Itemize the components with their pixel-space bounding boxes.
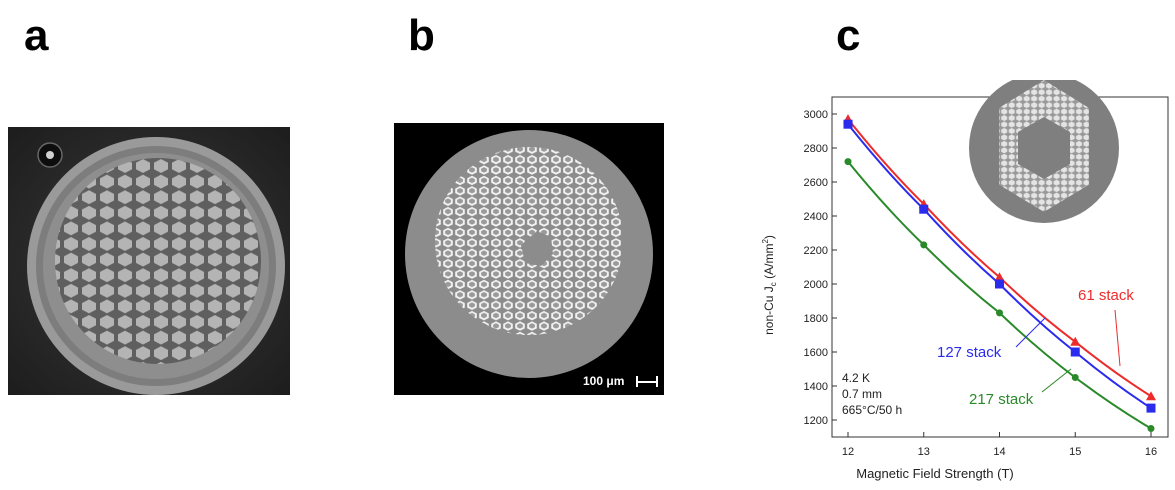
series-217-stack — [844, 158, 1155, 432]
data-point — [995, 279, 1004, 289]
series-layer: 61 stack 127 stack 217 stack — [843, 114, 1156, 432]
series-127-stack — [843, 119, 1156, 413]
micrograph-a — [8, 127, 290, 395]
annotation-temperature: 4.2 K — [842, 371, 870, 385]
y-tick-label: 2200 — [804, 245, 828, 257]
series-label: 61 stack — [1078, 287, 1134, 304]
data-point — [843, 119, 853, 129]
series-label-pointer — [1114, 309, 1121, 367]
data-point — [994, 272, 1005, 282]
panel-label-c: c — [836, 11, 861, 60]
y-tick-label: 1400 — [804, 381, 828, 393]
x-tick-label: 15 — [1069, 446, 1081, 458]
data-point — [996, 309, 1003, 317]
inset-micrograph — [969, 80, 1119, 223]
y-tick-label: 2000 — [804, 279, 828, 291]
data-point — [1070, 347, 1080, 357]
y-tick-label: 2600 — [804, 177, 828, 189]
data-point — [1146, 391, 1156, 401]
panel-label-b: b — [408, 11, 435, 60]
x-tick-label: 14 — [993, 446, 1005, 458]
panel-label-a: a — [24, 11, 49, 60]
y-tick-label: 1800 — [804, 313, 828, 325]
data-point — [844, 158, 852, 166]
data-point — [1147, 425, 1155, 432]
annotation-diameter: 0.7 mm — [842, 387, 882, 401]
data-point — [1146, 403, 1156, 413]
condition-annotations: 4.2 K 0.7 mm 665°C/50 h — [842, 371, 902, 417]
data-point — [1070, 336, 1081, 346]
y-tick-label: 2400 — [804, 211, 828, 223]
data-point — [919, 204, 929, 214]
x-axis: 12 13 14 15 16 — [842, 432, 1157, 458]
micrograph-b: 100 μm — [394, 123, 664, 395]
y-tick-label: 1200 — [804, 415, 828, 427]
y-axis: 1200 1400 1600 1800 2000 2200 2400 2600 2800 3000 — [804, 109, 837, 427]
annotation-heat-treatment: 665°C/50 h — [842, 403, 902, 417]
y-axis-label: non-Cu Jc (A/mm2) — [761, 235, 778, 335]
scale-bar-label: 100 μm — [583, 374, 625, 388]
scale-bar — [636, 381, 658, 383]
x-tick-label: 16 — [1145, 446, 1157, 458]
data-point — [1071, 374, 1079, 381]
series-label: 217 stack — [969, 391, 1034, 408]
jc-vs-field-chart: 1200 1400 1600 1800 2000 2200 2400 2600 2800 3000… — [761, 80, 1169, 481]
series-label: 127 stack — [937, 344, 1002, 361]
x-tick-label: 13 — [918, 446, 930, 458]
x-tick-label: 12 — [842, 446, 854, 458]
x-axis-label: Magnetic Field Strength (T) — [856, 466, 1014, 481]
y-tick-label: 2800 — [804, 143, 828, 155]
data-point — [920, 241, 928, 249]
series-label-pointer — [1015, 317, 1046, 348]
y-tick-label: 3000 — [804, 109, 828, 121]
y-tick-label: 1600 — [804, 347, 828, 359]
series-label-pointer — [1041, 368, 1072, 393]
